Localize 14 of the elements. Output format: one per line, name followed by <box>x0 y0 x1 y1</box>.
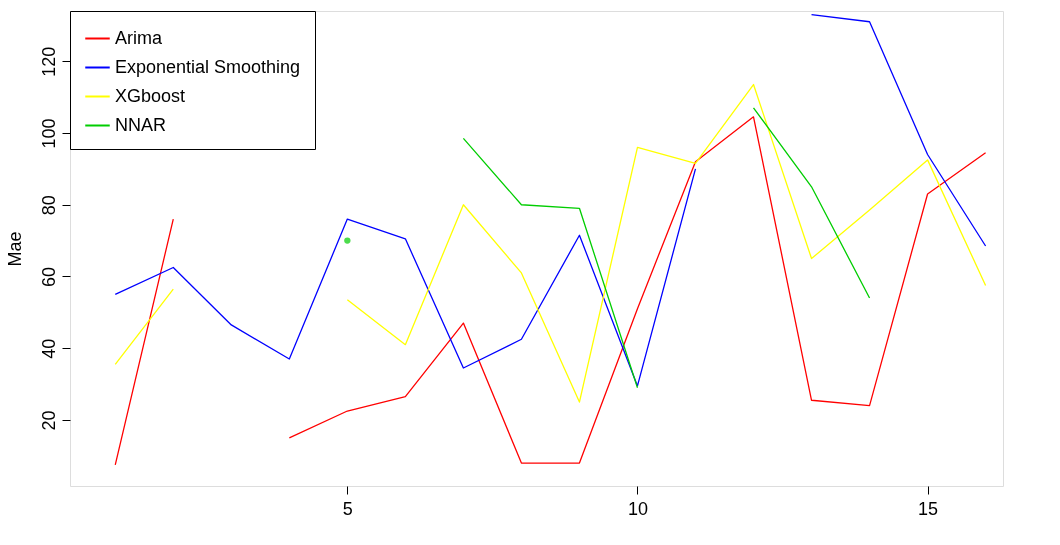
y-axis-title: Mae <box>4 231 25 267</box>
y-tick-label: 80 <box>38 195 59 216</box>
y-tick-label: 100 <box>38 118 59 149</box>
y-tick-label: 120 <box>38 46 59 77</box>
legend-label: NNAR <box>115 114 167 135</box>
x-tick-label: 5 <box>342 498 353 519</box>
y-tick-label: 20 <box>38 410 59 431</box>
legend-label: Exponential Smoothing <box>115 56 301 77</box>
x-tick-label: 15 <box>918 498 939 519</box>
x-tick-label: 10 <box>627 498 648 519</box>
y-tick-label: 60 <box>38 266 59 287</box>
legend-label: XGboost <box>115 85 186 106</box>
y-tick-label: 40 <box>38 338 59 359</box>
legend-label: Arima <box>115 27 163 48</box>
